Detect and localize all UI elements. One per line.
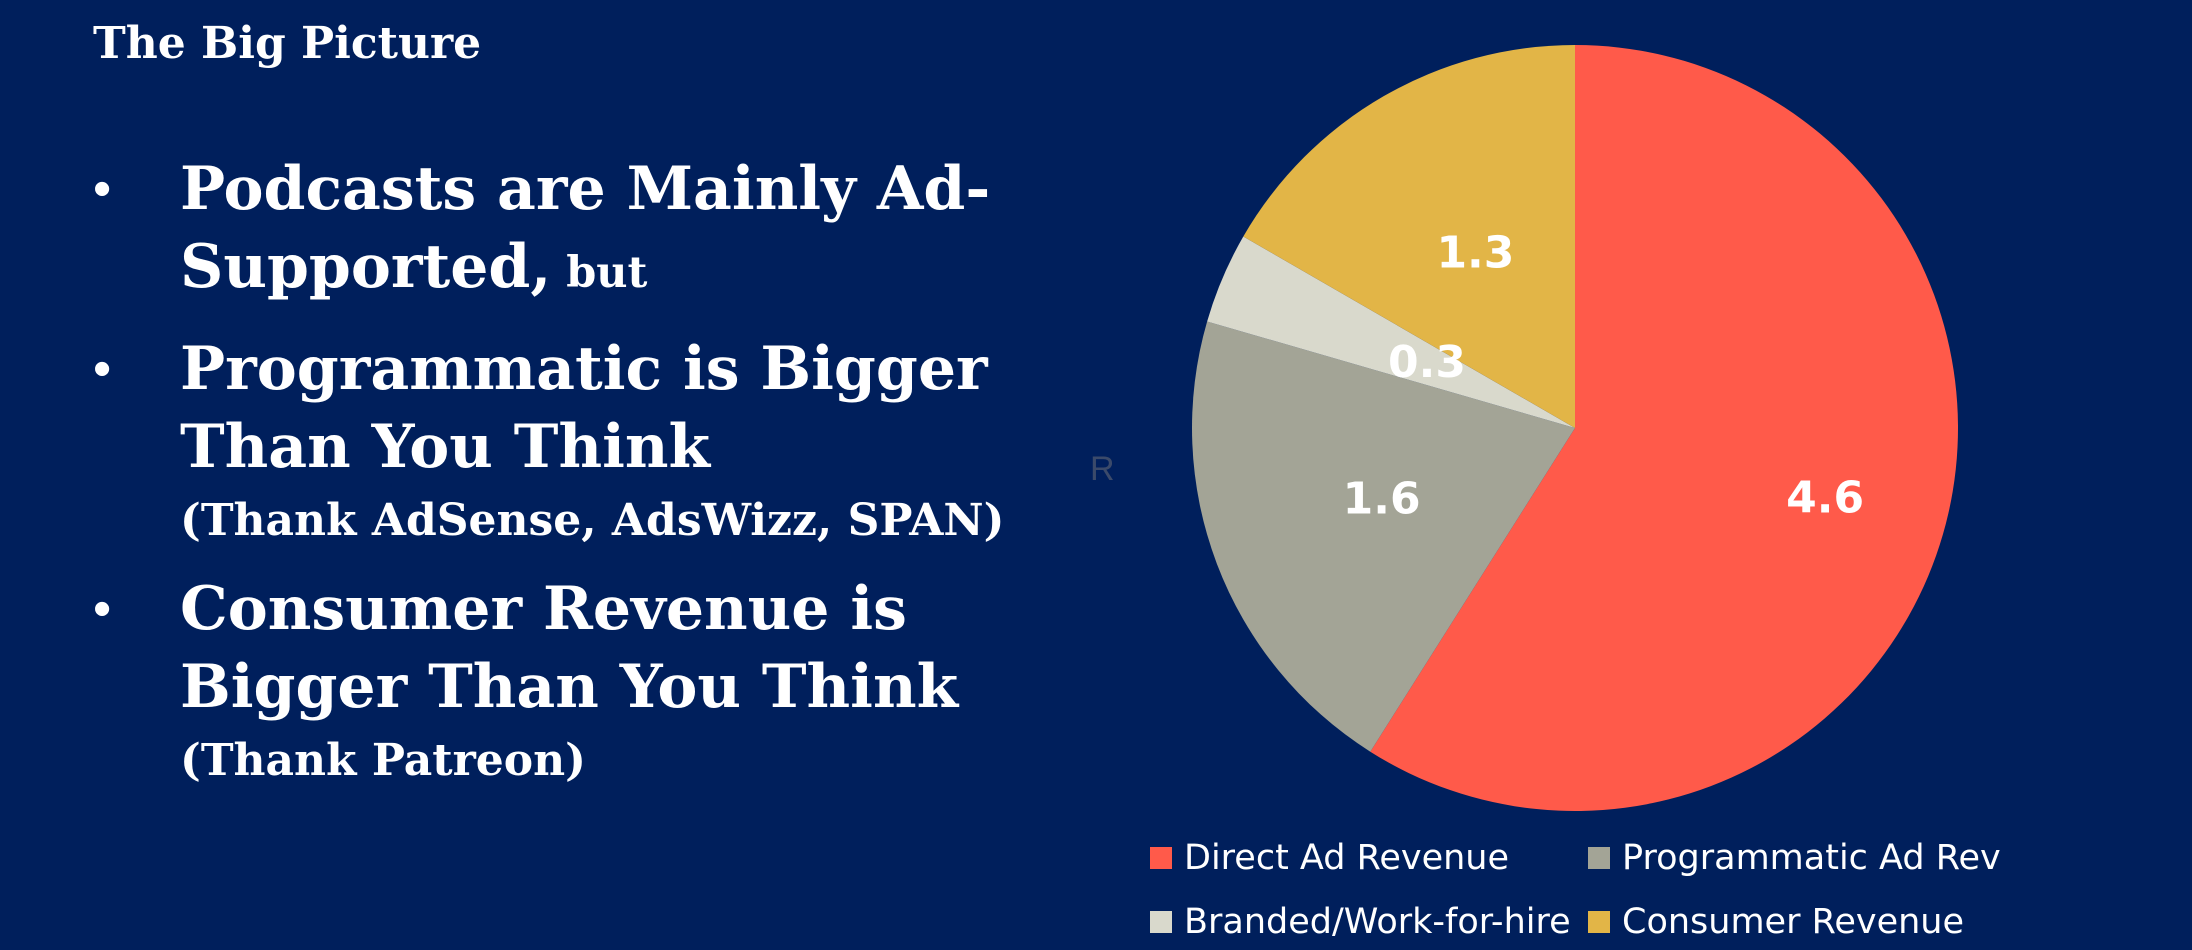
bullet-sub-text: (Thank AdSense, AdsWizz, SPAN) [180, 495, 1005, 546]
pie-slice [1243, 45, 1575, 428]
slide-title: The Big Picture [93, 18, 482, 69]
pie-data-label: 4.6 [1786, 472, 1864, 523]
bullet-text: Podcasts are Mainly Ad-Supported, but [180, 150, 1073, 312]
bullet-glyph: • [93, 160, 112, 218]
legend-label: Programmatic Ad Rev [1622, 838, 2001, 878]
bullet-item: • Consumer Revenue is Bigger Than You Th… [93, 570, 1073, 792]
legend-label: Direct Ad Revenue [1184, 838, 1510, 878]
bullet-main-text: Podcasts are Mainly Ad-Supported, [180, 154, 991, 302]
legend-item: Direct Ad Revenue [1150, 838, 1509, 878]
pie-slice [1207, 236, 1575, 428]
pie-data-label: 0.3 [1388, 337, 1466, 388]
bullet-small-text: but [551, 248, 648, 298]
legend-swatch [1150, 911, 1172, 933]
bullet-sub-text: (Thank Patreon) [180, 735, 586, 786]
legend-swatch [1150, 847, 1172, 869]
bullet-list: • Podcasts are Mainly Ad-Supported, but … [93, 150, 1073, 810]
legend-label: Branded/Work-for-hire [1184, 902, 1571, 942]
pie-slice [1370, 45, 1959, 811]
pie-slice [1191, 321, 1575, 752]
bullet-main-text: Consumer Revenue is Bigger Than You Thin… [180, 574, 959, 722]
legend-label: Consumer Revenue [1622, 902, 1965, 942]
pie-data-label: 1.3 [1436, 228, 1514, 279]
bullet-item: • Programmatic is Bigger Than You Think … [93, 330, 1073, 552]
pie-data-label: 1.6 [1343, 473, 1421, 524]
bullet-item: • Podcasts are Mainly Ad-Supported, but [93, 150, 1073, 312]
legend-item: Branded/Work-for-hire [1150, 902, 1571, 942]
legend-item: Consumer Revenue [1588, 902, 1964, 942]
bullet-glyph: • [93, 580, 112, 638]
legend-item: Programmatic Ad Rev [1588, 838, 2001, 878]
bullet-glyph: • [93, 340, 112, 398]
legend-swatch [1588, 911, 1610, 933]
stray-mark: R [1090, 450, 1115, 488]
bullet-main-text: Programmatic is Bigger Than You Think [180, 334, 988, 482]
legend-swatch [1588, 847, 1610, 869]
